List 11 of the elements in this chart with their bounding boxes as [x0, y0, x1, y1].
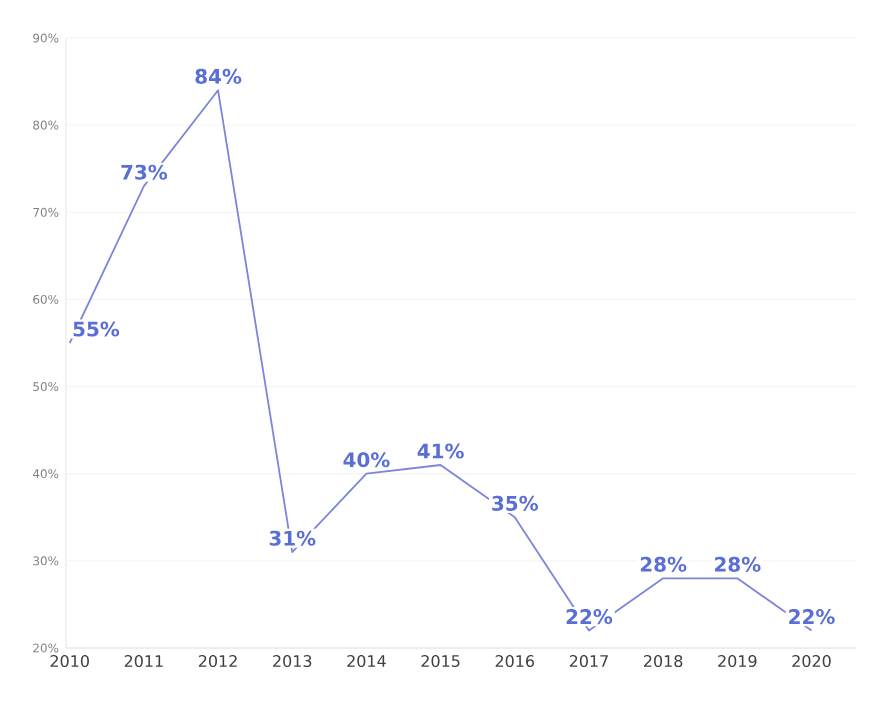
text: 35%	[492, 495, 539, 511]
text: 22%	[566, 609, 613, 625]
text: 84%	[195, 68, 242, 84]
text: 41%	[417, 443, 464, 459]
text: 28%	[715, 556, 761, 572]
text: 40%	[343, 452, 390, 468]
text: 28%	[640, 556, 687, 572]
text: 22%	[789, 609, 835, 625]
text: 31%	[269, 530, 316, 546]
text: 73%	[121, 164, 168, 180]
text: 55%	[73, 321, 120, 337]
